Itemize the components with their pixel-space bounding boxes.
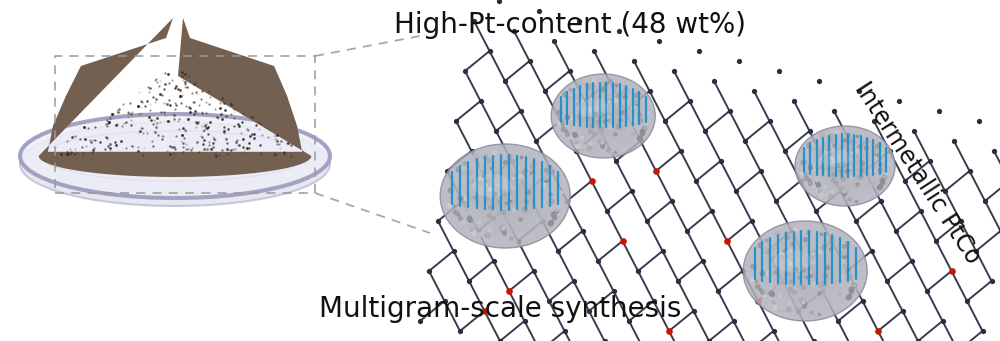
- Ellipse shape: [440, 144, 570, 248]
- Ellipse shape: [562, 83, 645, 150]
- Ellipse shape: [825, 150, 865, 182]
- Ellipse shape: [585, 101, 621, 131]
- Ellipse shape: [780, 251, 830, 291]
- Ellipse shape: [756, 231, 855, 311]
- Ellipse shape: [495, 188, 515, 204]
- Ellipse shape: [832, 156, 858, 176]
- Ellipse shape: [492, 186, 518, 206]
- Ellipse shape: [595, 110, 611, 122]
- Ellipse shape: [564, 85, 642, 148]
- Text: High-Pt-content (48 wt%): High-Pt-content (48 wt%): [394, 11, 746, 39]
- Ellipse shape: [440, 144, 570, 248]
- Ellipse shape: [815, 142, 875, 190]
- Ellipse shape: [456, 157, 554, 235]
- Ellipse shape: [820, 149, 850, 167]
- Ellipse shape: [482, 178, 528, 214]
- Ellipse shape: [805, 134, 885, 198]
- Ellipse shape: [577, 95, 629, 137]
- Ellipse shape: [820, 146, 870, 186]
- Ellipse shape: [753, 228, 858, 313]
- Ellipse shape: [486, 180, 525, 212]
- Ellipse shape: [593, 108, 614, 124]
- Ellipse shape: [575, 93, 632, 139]
- Ellipse shape: [799, 266, 811, 276]
- Ellipse shape: [759, 234, 852, 309]
- Ellipse shape: [20, 122, 330, 206]
- Ellipse shape: [774, 246, 836, 296]
- Ellipse shape: [795, 126, 895, 206]
- Ellipse shape: [787, 256, 824, 286]
- Ellipse shape: [743, 221, 867, 321]
- Text: Multigram-scale synthesis: Multigram-scale synthesis: [319, 295, 681, 323]
- Ellipse shape: [598, 112, 608, 120]
- Ellipse shape: [463, 162, 547, 230]
- Ellipse shape: [556, 78, 650, 154]
- Ellipse shape: [469, 167, 541, 225]
- Ellipse shape: [818, 144, 872, 188]
- Ellipse shape: [577, 98, 608, 117]
- Ellipse shape: [551, 74, 655, 158]
- Ellipse shape: [830, 154, 860, 178]
- Ellipse shape: [762, 236, 849, 306]
- Ellipse shape: [443, 147, 567, 246]
- Ellipse shape: [808, 136, 883, 196]
- Ellipse shape: [842, 164, 848, 168]
- Ellipse shape: [582, 99, 624, 133]
- Ellipse shape: [768, 241, 842, 301]
- Ellipse shape: [572, 91, 634, 141]
- Ellipse shape: [795, 126, 895, 206]
- Ellipse shape: [551, 74, 655, 158]
- Ellipse shape: [743, 221, 867, 321]
- Ellipse shape: [590, 105, 616, 127]
- Ellipse shape: [810, 138, 880, 194]
- Ellipse shape: [774, 250, 811, 272]
- Ellipse shape: [473, 170, 538, 222]
- Ellipse shape: [749, 226, 861, 316]
- Ellipse shape: [828, 152, 862, 180]
- Ellipse shape: [499, 191, 512, 201]
- Polygon shape: [39, 18, 311, 177]
- Ellipse shape: [802, 268, 808, 273]
- Ellipse shape: [450, 152, 560, 240]
- Ellipse shape: [476, 173, 534, 219]
- Ellipse shape: [822, 148, 868, 184]
- Ellipse shape: [840, 162, 850, 170]
- Ellipse shape: [502, 193, 508, 198]
- Ellipse shape: [793, 261, 818, 281]
- Ellipse shape: [812, 140, 878, 192]
- Ellipse shape: [447, 149, 564, 243]
- Ellipse shape: [567, 87, 640, 145]
- Text: Intermetallic PtCo: Intermetallic PtCo: [850, 78, 985, 268]
- Ellipse shape: [802, 132, 888, 200]
- Ellipse shape: [771, 243, 839, 298]
- Ellipse shape: [601, 114, 606, 118]
- Ellipse shape: [466, 165, 544, 227]
- Ellipse shape: [790, 258, 821, 283]
- Ellipse shape: [554, 76, 653, 156]
- Ellipse shape: [798, 128, 893, 204]
- Ellipse shape: [559, 80, 647, 152]
- Ellipse shape: [835, 158, 855, 174]
- Ellipse shape: [588, 103, 619, 129]
- Ellipse shape: [800, 130, 890, 202]
- Ellipse shape: [569, 89, 637, 143]
- Ellipse shape: [453, 154, 557, 238]
- Ellipse shape: [489, 183, 521, 209]
- Ellipse shape: [473, 174, 512, 197]
- Ellipse shape: [838, 160, 852, 172]
- Ellipse shape: [460, 160, 551, 233]
- Ellipse shape: [765, 238, 846, 303]
- Ellipse shape: [796, 264, 814, 279]
- Ellipse shape: [784, 253, 827, 288]
- Ellipse shape: [479, 175, 531, 217]
- Ellipse shape: [777, 249, 833, 294]
- Ellipse shape: [746, 223, 864, 318]
- Ellipse shape: [580, 97, 627, 135]
- Ellipse shape: [20, 114, 330, 198]
